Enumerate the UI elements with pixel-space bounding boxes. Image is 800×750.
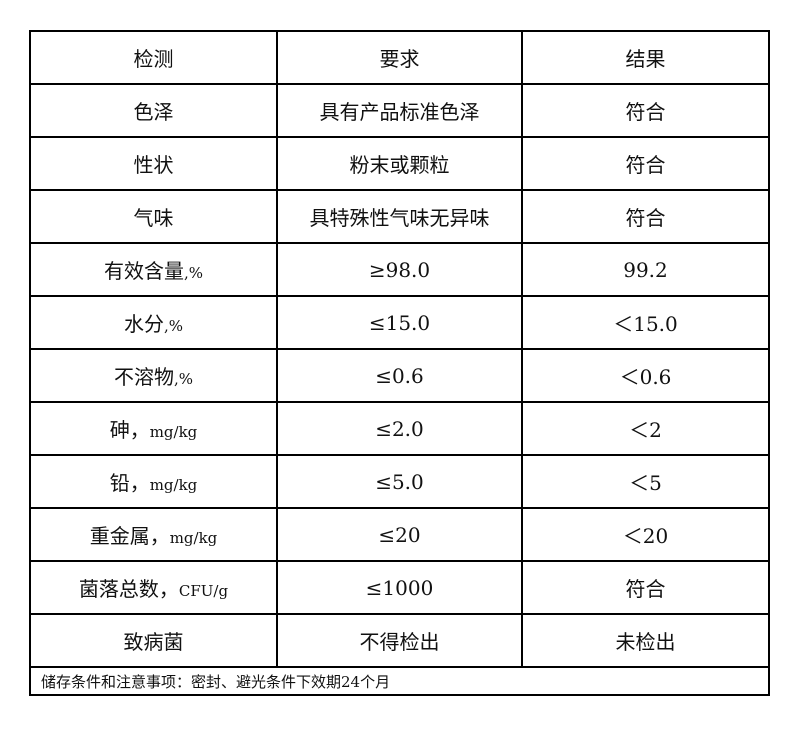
item-name: 砷， [109,418,150,442]
item-cell: 砷，mg/kg [29,401,278,456]
table-row: 不溶物,% ≤0.6 ＜0.6 [29,348,770,403]
item-cell: 水分,% [29,295,278,350]
requirement-cell: 不得检出 [276,613,523,668]
table-row: 铅，mg/kg ≤5.0 ＜5 [29,454,770,509]
result-cell: 未检出 [521,613,770,668]
item-cell: 菌落总数，CFU/g [29,560,278,615]
inspection-table: 检测 要求 结果 色泽 具有产品标准色泽 符合 性状 粉末或颗粒 符合 气味 具特殊… [29,30,770,696]
result-cell: ＜2 [521,401,770,456]
result-cell: ＜5 [521,454,770,509]
table-row: 砷，mg/kg ≤2.0 ＜2 [29,401,770,456]
result-cell: 99.2 [521,242,770,297]
item-unit: mg/kg [149,476,198,494]
item-cell: 铅，mg/kg [29,454,278,509]
item-name: 铅， [109,471,150,495]
item-cell: 有效含量,% [29,242,278,297]
item-name: 不溶物 [113,365,174,389]
table-row: 气味 具特殊性气味无异味 符合 [29,189,770,244]
item-unit: mg/kg [149,423,198,441]
requirement-cell: 具特殊性气味无异味 [276,189,523,244]
item-cell: 致病菌 [29,613,278,668]
table-row: 致病菌 不得检出 未检出 [29,613,770,668]
item-cell: 重金属，mg/kg [29,507,278,562]
header-cell-requirement: 要求 [276,30,523,85]
requirement-cell: ≤15.0 [276,295,523,350]
item-unit: ,% [163,317,184,335]
header-cell-test: 检测 [29,30,278,85]
table-row: 重金属，mg/kg ≤20 ＜20 [29,507,770,562]
result-cell: 符合 [521,189,770,244]
item-cell: 性状 [29,136,278,191]
item-name: 致病菌 [123,630,184,654]
table-row: 菌落总数，CFU/g ≤1000 符合 [29,560,770,615]
requirement-cell: ≤5.0 [276,454,523,509]
result-cell: 符合 [521,560,770,615]
requirement-cell: ≤20 [276,507,523,562]
item-unit: mg/kg [169,529,218,547]
result-cell: ＜0.6 [521,348,770,403]
item-name: 重金属， [89,524,170,548]
requirement-cell: 具有产品标准色泽 [276,83,523,138]
item-cell: 气味 [29,189,278,244]
table-row: 性状 粉末或颗粒 符合 [29,136,770,191]
header-row: 检测 要求 结果 [29,30,770,85]
table-row: 水分,% ≤15.0 ＜15.0 [29,295,770,350]
item-name: 气味 [133,206,174,230]
requirement-cell: ≤0.6 [276,348,523,403]
table-row: 色泽 具有产品标准色泽 符合 [29,83,770,138]
header-cell-result: 结果 [521,30,770,85]
item-name: 性状 [133,153,174,177]
item-name: 水分 [123,312,164,336]
result-cell: 符合 [521,83,770,138]
requirement-cell: ≤1000 [276,560,523,615]
item-unit: ,% [183,264,204,282]
requirement-cell: ≥98.0 [276,242,523,297]
requirement-cell: 粉末或颗粒 [276,136,523,191]
result-cell: ＜20 [521,507,770,562]
result-cell: ＜15.0 [521,295,770,350]
item-name: 有效含量 [103,259,184,283]
item-cell: 不溶物,% [29,348,278,403]
item-unit: CFU/g [178,582,229,600]
footer-row: 储存条件和注意事项：密封、避光条件下效期24个月 [29,666,770,696]
table-row: 有效含量,% ≥98.0 99.2 [29,242,770,297]
result-cell: 符合 [521,136,770,191]
item-name: 菌落总数， [78,577,179,601]
requirement-cell: ≤2.0 [276,401,523,456]
item-name: 色泽 [133,100,174,124]
item-unit: ,% [173,370,194,388]
storage-note: 储存条件和注意事项：密封、避光条件下效期24个月 [29,666,770,696]
item-cell: 色泽 [29,83,278,138]
